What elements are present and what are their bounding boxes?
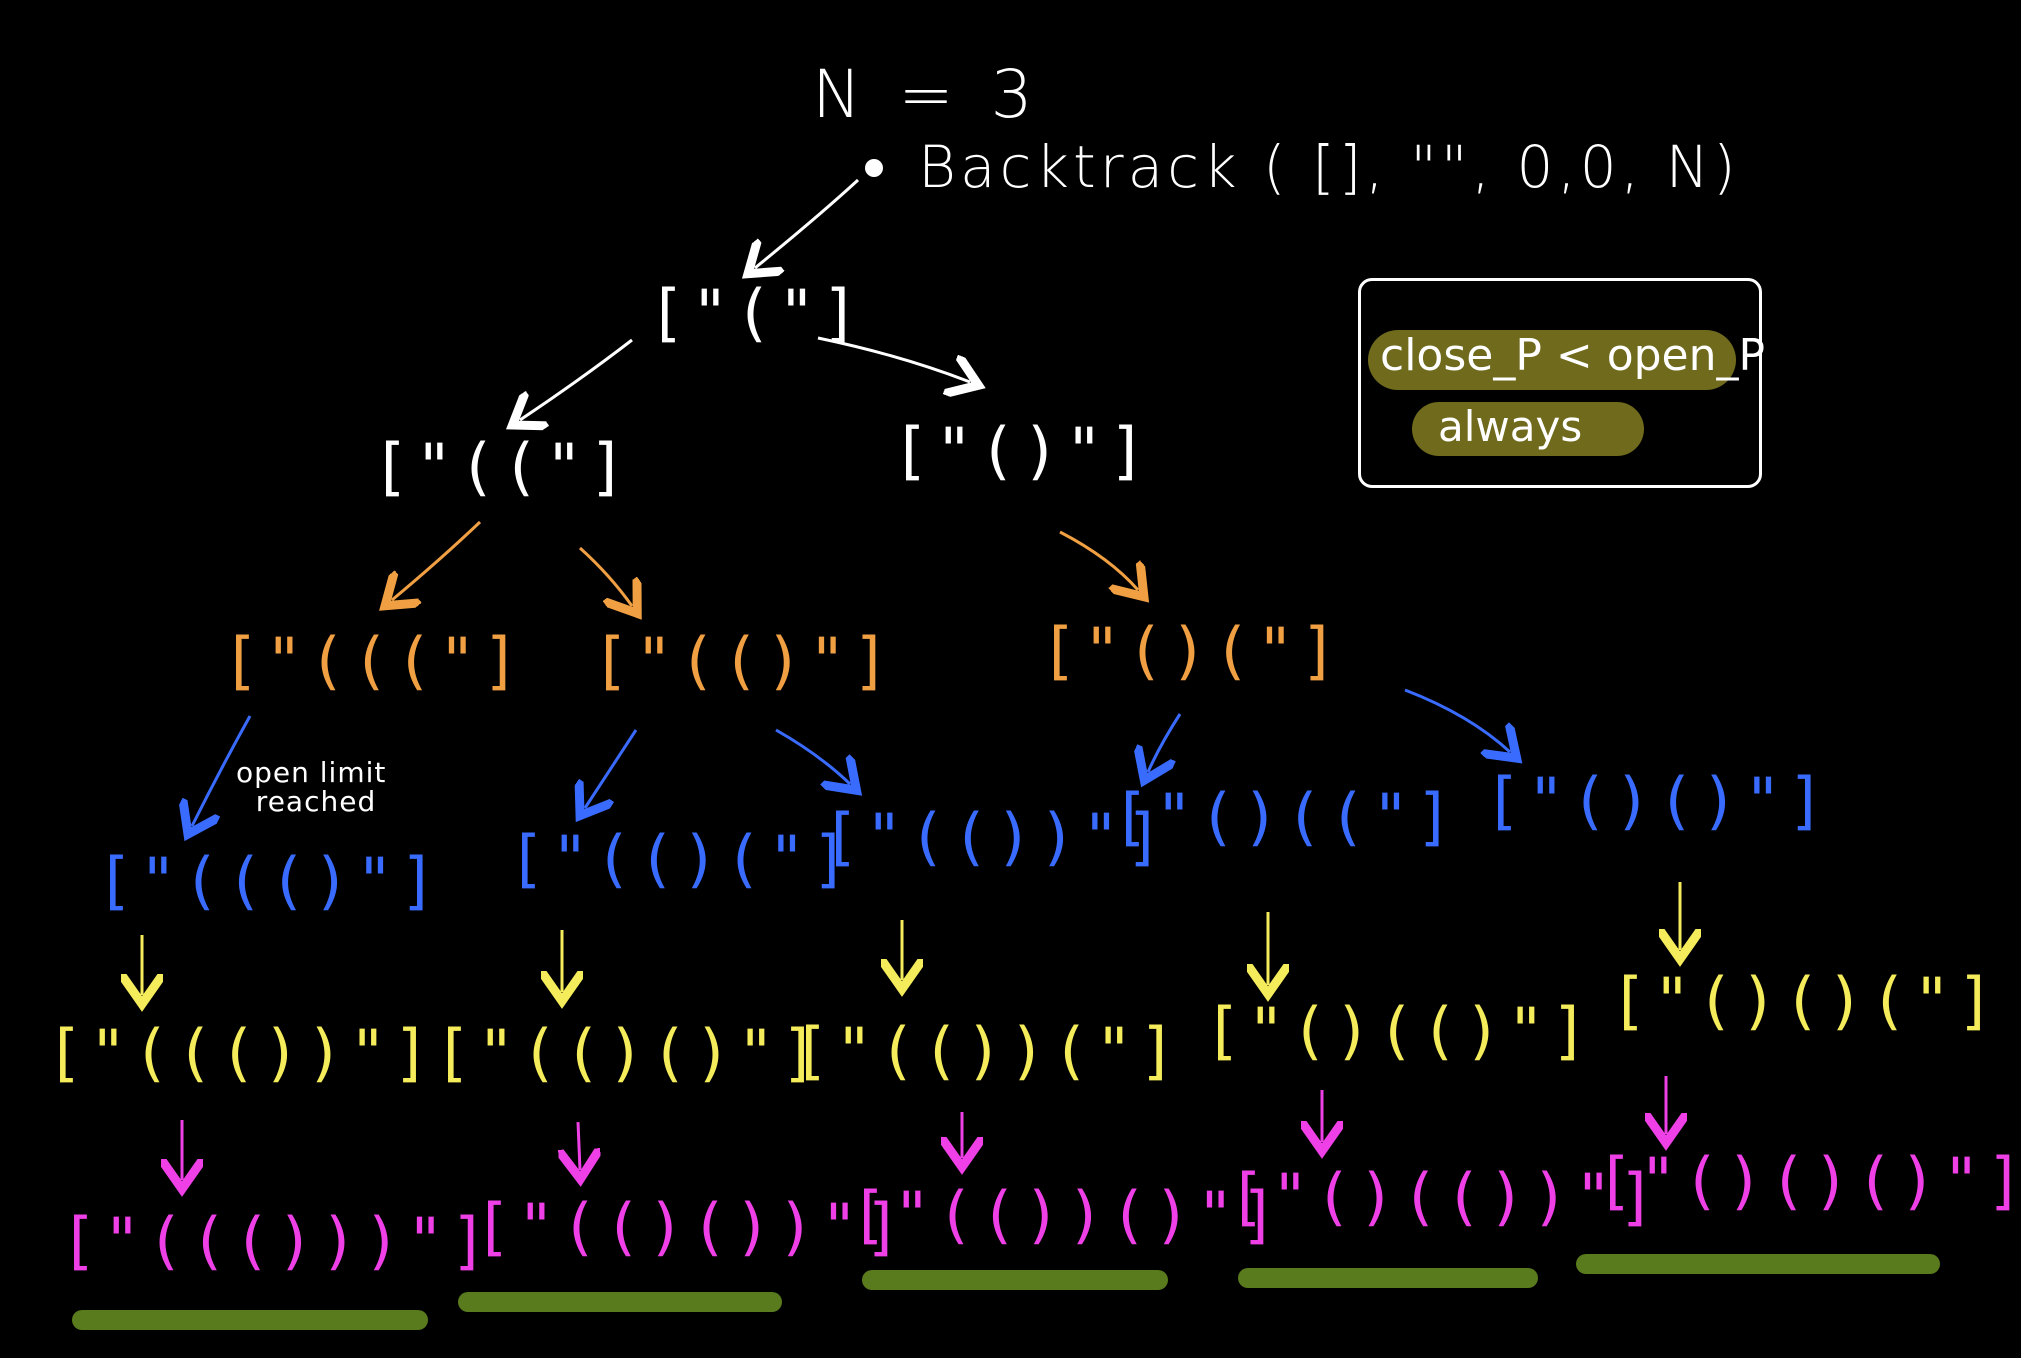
result-underline-5 xyxy=(1576,1254,1940,1274)
result-r3: ["(())()"] xyxy=(850,1178,1284,1251)
node-n3c: ["()("] xyxy=(1040,614,1344,687)
node-n5b: ["(()()"] xyxy=(434,1016,824,1089)
edge-n1-n2a xyxy=(520,338,633,420)
node-n2b: ["()"] xyxy=(892,414,1152,487)
node-n4d: ["()(("] xyxy=(1112,780,1459,853)
edge-n3b-n4c xyxy=(775,728,850,784)
node-n4b: ["(()("] xyxy=(508,822,855,895)
result-underline-1 xyxy=(72,1310,428,1330)
legend-always: always xyxy=(1438,402,1583,451)
node-n5c: ["(())("] xyxy=(792,1014,1182,1087)
edge-n3c-n4e xyxy=(1404,688,1510,752)
legend-highlight-condition xyxy=(1368,330,1736,390)
edge-n2b-n3c xyxy=(1059,530,1138,590)
node-n5a: ["((())"] xyxy=(46,1016,436,1089)
open-limit-note: open limit reached xyxy=(236,756,387,819)
n-equals-title: N = 3 xyxy=(812,56,1041,133)
node-n4a: ["((()"] xyxy=(96,844,443,917)
edge-n2a-n3a xyxy=(392,520,482,600)
edge-n2a-n3b xyxy=(578,546,632,606)
edge-n1-n2b xyxy=(817,336,970,382)
node-n4e: ["()()"] xyxy=(1484,764,1831,837)
edge-n5b-r2 xyxy=(578,1121,580,1170)
node-n3a: ["((("] xyxy=(222,624,526,697)
root-call-label: Backtrack ( [], "", 0,0, N) xyxy=(918,133,1740,201)
edge-n3a-n4a xyxy=(192,715,252,826)
node-n4c: ["(())"] xyxy=(822,800,1169,873)
node-n5e: ["()()("] xyxy=(1610,964,2000,1037)
result-r2: ["(()())"] xyxy=(474,1190,908,1263)
node-n5d: ["()(()"] xyxy=(1204,994,1594,1067)
result-r4: ["()(())"] xyxy=(1228,1160,1662,1233)
result-underline-4 xyxy=(1238,1268,1538,1288)
legend-highlight-always xyxy=(1412,402,1644,456)
edge-n3c-n4d xyxy=(1148,713,1182,772)
legend-condition: close_P < open_P xyxy=(1380,330,1766,381)
node-n3b: ["(()"] xyxy=(592,624,896,697)
result-underline-2 xyxy=(458,1292,782,1312)
result-r5: ["()()()"] xyxy=(1596,1144,2021,1217)
edge-n3b-n4b xyxy=(585,729,638,808)
node-n1: ["("] xyxy=(648,276,865,349)
result-underline-3 xyxy=(862,1270,1168,1290)
root-dot xyxy=(865,159,883,177)
result-r1: ["((()))"] xyxy=(60,1204,494,1277)
legend-box xyxy=(1358,278,1762,488)
node-n2a: ["(("] xyxy=(372,430,632,503)
edge-root-n1 xyxy=(755,178,860,268)
